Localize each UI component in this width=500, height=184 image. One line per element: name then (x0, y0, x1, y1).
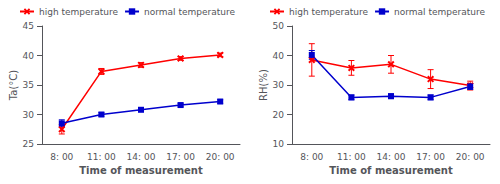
svg-text:30: 30 (273, 80, 285, 90)
svg-text:RH(%): RH(%) (258, 69, 269, 101)
svg-text:high temperature: high temperature (289, 7, 369, 17)
svg-text:35: 35 (23, 80, 34, 90)
svg-text:high temperature: high temperature (39, 7, 119, 17)
svg-text:normal temperature: normal temperature (394, 7, 485, 17)
svg-text:20: 20 (273, 110, 285, 120)
svg-text:17: 00: 17: 00 (166, 152, 195, 162)
svg-text:25: 25 (23, 139, 34, 149)
svg-text:14: 00: 14: 00 (127, 152, 156, 162)
svg-text:45: 45 (23, 21, 34, 31)
svg-text:14: 00: 14: 00 (377, 152, 406, 162)
svg-text:Ta(°C): Ta(°C) (8, 70, 19, 101)
svg-text:10: 10 (273, 139, 285, 149)
svg-text:40: 40 (273, 51, 285, 61)
svg-text:40: 40 (23, 51, 35, 61)
svg-text:11: 00: 11: 00 (337, 152, 366, 162)
svg-text:normal temperature: normal temperature (144, 7, 235, 17)
svg-text:Time of measurement: Time of measurement (329, 165, 453, 176)
svg-text:8: 00: 8: 00 (50, 152, 73, 162)
svg-text:50: 50 (273, 21, 285, 31)
svg-text:11: 00: 11: 00 (87, 152, 116, 162)
svg-text:17: 00: 17: 00 (416, 152, 445, 162)
svg-text:20: 00: 20: 00 (206, 152, 235, 162)
svg-text:30: 30 (23, 110, 35, 120)
svg-text:8: 00: 8: 00 (300, 152, 323, 162)
svg-text:Time of measurement: Time of measurement (79, 165, 203, 176)
svg-text:20: 00: 20: 00 (456, 152, 485, 162)
